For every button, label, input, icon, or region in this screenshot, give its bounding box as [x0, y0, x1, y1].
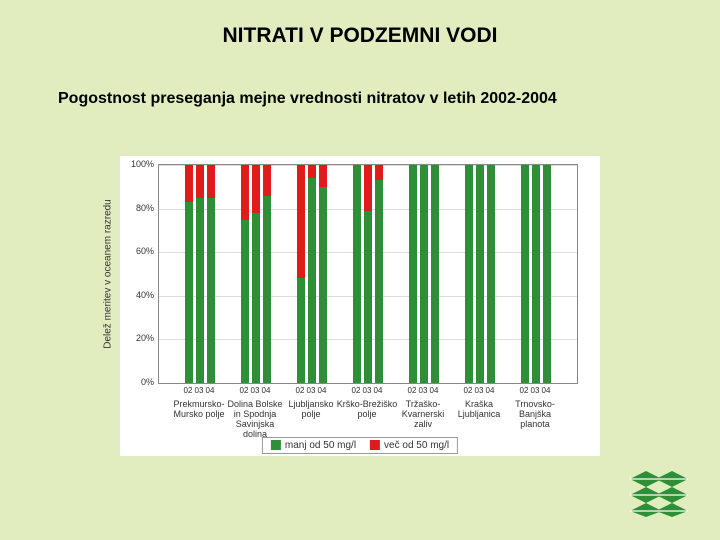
group-label: Trnovsko-Banjška planota — [504, 400, 566, 430]
bar-under50 — [409, 165, 417, 383]
bar-over50 — [308, 165, 316, 178]
legend-swatch-over — [370, 440, 380, 450]
bar-under50 — [241, 220, 249, 384]
bar-over50 — [241, 165, 249, 220]
x-tick-year: 02 — [352, 386, 361, 395]
group-label: Kraška Ljubljanica — [448, 400, 510, 420]
bar-over50 — [297, 165, 305, 278]
bar-under50 — [465, 165, 473, 383]
bar-under50 — [297, 278, 305, 383]
bar-under50 — [420, 165, 428, 383]
y-tick: 20% — [124, 333, 154, 343]
y-tick: 100% — [124, 159, 154, 169]
bar-under50 — [196, 198, 204, 383]
group-label: Dolina Bolske in Spodnja Savinjska dolin… — [224, 400, 286, 440]
x-tick-year: 02 — [408, 386, 417, 395]
bar-under50 — [319, 187, 327, 383]
legend-swatch-under — [271, 440, 281, 450]
chart-plot-area — [158, 164, 578, 384]
x-tick-year: 02 — [464, 386, 473, 395]
x-tick-year: 04 — [430, 386, 439, 395]
x-tick-year: 02 — [296, 386, 305, 395]
x-tick-year: 03 — [419, 386, 428, 395]
chart-legend: manj od 50 mg/l več od 50 mg/l — [262, 437, 458, 454]
x-tick-year: 03 — [531, 386, 540, 395]
bar-under50 — [487, 165, 495, 383]
bar-over50 — [319, 165, 327, 187]
bar-under50 — [476, 165, 484, 383]
group-label: Krško-Brežiško polje — [336, 400, 398, 420]
slide: NITRATI V PODZEMNI VODI Pogostnost prese… — [0, 0, 720, 540]
bar-under50 — [207, 198, 215, 383]
x-tick-year: 03 — [195, 386, 204, 395]
x-tick-year: 03 — [363, 386, 372, 395]
bar-over50 — [196, 165, 204, 198]
bar-under50 — [431, 165, 439, 383]
logo — [628, 471, 690, 522]
group-label: Ljubljansko polje — [280, 400, 342, 420]
bar-over50 — [207, 165, 215, 198]
x-tick-year: 04 — [542, 386, 551, 395]
x-tick-year: 03 — [475, 386, 484, 395]
bar-over50 — [364, 165, 372, 211]
bar-under50 — [252, 213, 260, 383]
bar-under50 — [521, 165, 529, 383]
group-label: Tržaško-Kvarnerski zaliv — [392, 400, 454, 430]
y-axis-label: Delež meritev v oceanem razredu — [103, 199, 114, 349]
bar-under50 — [543, 165, 551, 383]
y-tick: 60% — [124, 246, 154, 256]
y-tick: 0% — [124, 377, 154, 387]
x-tick-year: 03 — [307, 386, 316, 395]
bar-under50 — [308, 178, 316, 383]
x-tick-year: 02 — [240, 386, 249, 395]
x-tick-year: 02 — [184, 386, 193, 395]
x-tick-year: 04 — [486, 386, 495, 395]
bar-under50 — [532, 165, 540, 383]
chart-container: Delež meritev v oceanem razredu 02030402… — [120, 156, 600, 456]
x-tick-year: 04 — [262, 386, 271, 395]
x-tick-year: 04 — [374, 386, 383, 395]
bar-over50 — [375, 165, 383, 180]
bar-under50 — [375, 180, 383, 383]
page-subtitle: Pogostnost preseganja mejne vrednosti ni… — [58, 90, 557, 108]
x-tick-year: 03 — [251, 386, 260, 395]
y-tick: 80% — [124, 203, 154, 213]
x-tick-year: 04 — [206, 386, 215, 395]
bar-under50 — [263, 196, 271, 383]
bar-over50 — [185, 165, 193, 202]
page-title: NITRATI V PODZEMNI VODI — [0, 24, 720, 48]
y-tick: 40% — [124, 290, 154, 300]
x-tick-year: 04 — [318, 386, 327, 395]
legend-item-under: manj od 50 mg/l — [271, 440, 356, 451]
bar-under50 — [353, 165, 361, 383]
legend-item-over: več od 50 mg/l — [370, 440, 449, 451]
bar-over50 — [252, 165, 260, 213]
bar-under50 — [364, 211, 372, 383]
bar-under50 — [185, 202, 193, 383]
group-label: Prekmursko-Mursko polje — [168, 400, 230, 420]
bar-over50 — [263, 165, 271, 196]
x-tick-year: 02 — [520, 386, 529, 395]
